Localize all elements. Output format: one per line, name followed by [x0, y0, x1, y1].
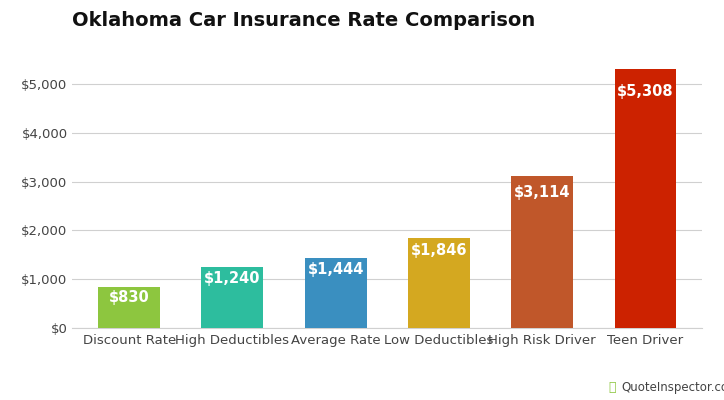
Bar	[408, 238, 470, 328]
Bar	[201, 268, 264, 328]
Text: $1,846: $1,846	[411, 243, 467, 258]
Bar	[615, 69, 676, 328]
Text: $830: $830	[109, 290, 150, 305]
Text: $1,444: $1,444	[308, 262, 364, 277]
Bar	[98, 288, 160, 328]
Text: Oklahoma Car Insurance Rate Comparison: Oklahoma Car Insurance Rate Comparison	[72, 11, 536, 30]
Text: $5,308: $5,308	[617, 84, 674, 100]
Bar	[511, 176, 573, 328]
Bar	[305, 258, 366, 328]
Text: Ⓢ: Ⓢ	[608, 381, 615, 394]
Text: QuoteInspector.com: QuoteInspector.com	[621, 381, 724, 394]
Text: $1,240: $1,240	[204, 271, 261, 286]
Text: $3,114: $3,114	[514, 185, 571, 200]
